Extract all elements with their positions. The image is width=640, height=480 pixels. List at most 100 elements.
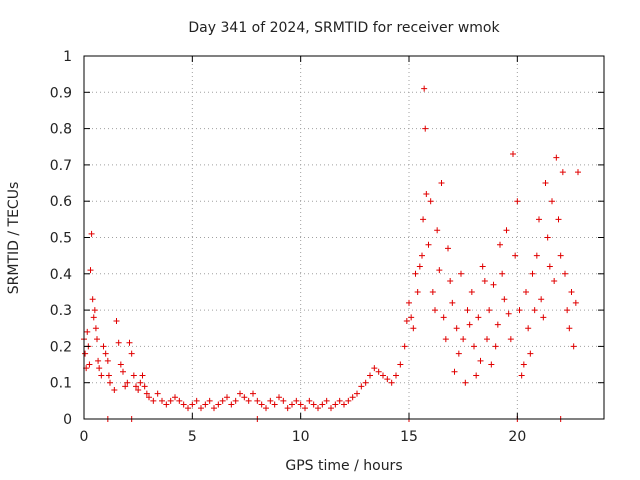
data-point <box>551 278 558 285</box>
y-tick-label: 0.2 <box>50 339 72 355</box>
data-point <box>421 85 428 92</box>
data-point <box>228 401 235 408</box>
data-point <box>477 357 484 364</box>
data-point <box>102 350 109 357</box>
data-point <box>198 405 204 412</box>
data-point <box>499 270 506 277</box>
data-point <box>328 405 334 412</box>
y-tick-label: 0 <box>63 412 72 428</box>
data-point <box>455 350 462 357</box>
data-point <box>297 401 304 408</box>
data-point <box>562 270 568 277</box>
data-point <box>451 368 458 375</box>
y-tick-label: 0.4 <box>50 267 72 283</box>
y-tick-label: 0.9 <box>50 85 72 101</box>
data-point <box>460 336 467 343</box>
data-point <box>126 339 133 346</box>
data-point <box>555 216 562 223</box>
data-point <box>89 296 96 303</box>
data-point <box>367 372 373 379</box>
data-point <box>540 314 547 321</box>
y-axis-label: SRMTID / TECUs <box>6 182 22 295</box>
data-point <box>284 405 291 412</box>
data-point <box>176 397 183 404</box>
data-point <box>206 397 213 404</box>
data-point <box>507 336 514 343</box>
data-point <box>143 390 150 397</box>
data-point <box>429 288 436 295</box>
data-point <box>96 365 103 372</box>
data-point <box>510 151 516 158</box>
data-point <box>546 263 553 270</box>
data-point <box>94 336 100 343</box>
data-point <box>549 198 555 205</box>
data-point <box>406 299 412 306</box>
data-point <box>163 401 170 408</box>
data-point <box>529 270 536 277</box>
data-point <box>332 401 339 408</box>
data-point <box>542 180 549 187</box>
data-point <box>354 390 360 397</box>
data-point <box>412 270 419 277</box>
data-point <box>280 397 287 404</box>
data-point <box>289 401 295 408</box>
data-point <box>111 386 118 393</box>
data-point <box>516 307 523 314</box>
data-point <box>497 241 503 248</box>
data-point <box>445 245 451 252</box>
data-point <box>84 328 91 335</box>
data-point <box>490 281 497 288</box>
data-point <box>88 230 95 237</box>
data-point <box>135 386 142 393</box>
y-tick-label: 0.8 <box>50 122 72 138</box>
data-point <box>115 339 122 346</box>
data-point <box>100 343 107 350</box>
data-point <box>397 361 404 368</box>
x-tick-label: 0 <box>80 429 89 445</box>
data-point <box>86 361 93 368</box>
data-point <box>185 405 191 412</box>
data-point <box>82 350 89 357</box>
data-point <box>538 296 545 303</box>
data-point <box>306 397 313 404</box>
data-point <box>172 394 178 401</box>
data-point <box>267 397 274 404</box>
data-point <box>271 401 278 408</box>
y-tick-label: 1 <box>63 49 72 65</box>
data-point <box>570 343 577 350</box>
data-point <box>276 394 282 401</box>
y-tick-label: 0.1 <box>50 376 72 392</box>
data-point <box>146 394 152 401</box>
data-point <box>536 216 542 223</box>
data-point <box>393 372 399 379</box>
data-point <box>263 405 269 412</box>
data-point <box>341 401 347 408</box>
data-point <box>494 321 501 328</box>
data-point <box>425 241 432 248</box>
data-point <box>128 350 135 357</box>
data-point <box>481 278 488 285</box>
data-point <box>358 383 365 390</box>
data-point <box>250 390 256 397</box>
data-point <box>525 325 532 332</box>
x-tick-label: 20 <box>508 429 526 445</box>
data-point <box>133 383 139 390</box>
x-tick-label: 15 <box>400 429 418 445</box>
data-point <box>458 270 464 277</box>
data-point <box>336 397 343 404</box>
data-point <box>553 154 560 161</box>
data-point <box>137 379 144 386</box>
data-point <box>323 397 330 404</box>
data-point <box>568 288 575 295</box>
data-point <box>159 397 165 404</box>
data-point <box>122 383 129 390</box>
data-point <box>254 397 261 404</box>
data-point <box>105 372 112 379</box>
data-point <box>215 401 222 408</box>
data-point <box>90 314 97 321</box>
y-tick-label: 0.6 <box>50 194 72 210</box>
data-point <box>87 267 94 274</box>
data-point <box>95 357 102 364</box>
data-point <box>564 307 571 314</box>
data-point <box>436 267 443 274</box>
